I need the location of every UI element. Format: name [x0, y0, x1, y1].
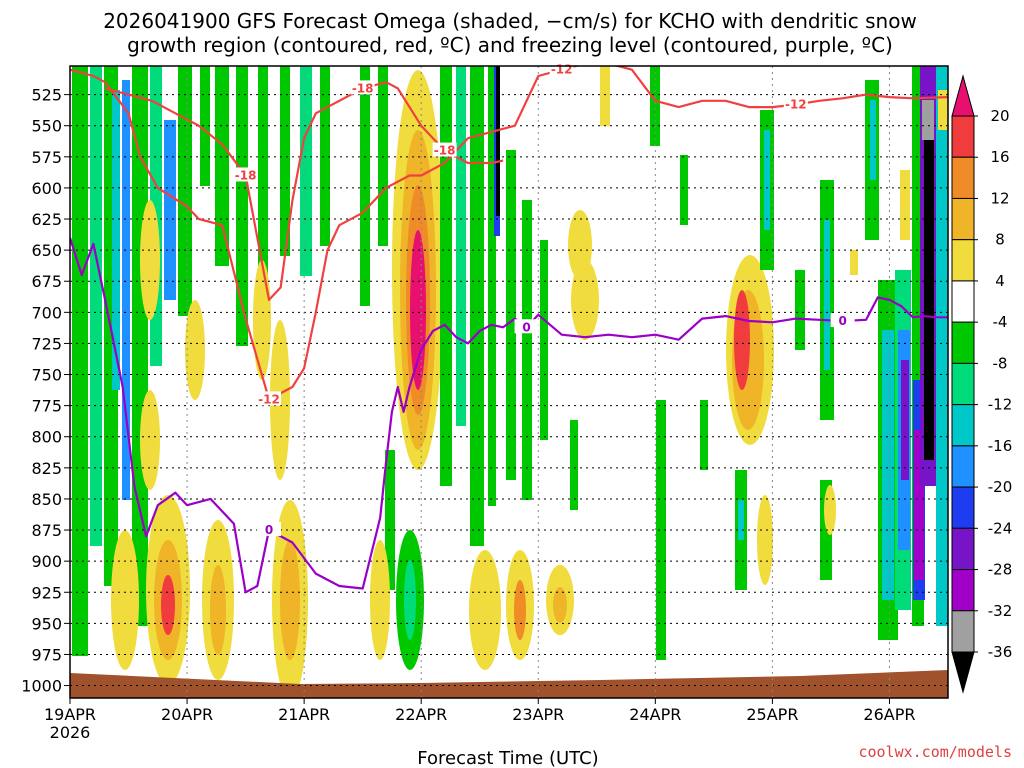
colorbar-segment — [951, 197, 975, 241]
omega-shading — [72, 66, 948, 698]
colorbar-label: -8 — [993, 354, 1008, 372]
y-tick-label: 550 — [31, 117, 62, 136]
y-axis: 525 550 575 600 625 650 675 700 725 750 775 800 825 8… — [21, 86, 70, 696]
colorbar-segment — [951, 569, 975, 612]
contour-label: 0 — [522, 320, 530, 334]
colorbar-segment — [951, 445, 975, 488]
x-tick-label: 26APR — [863, 705, 915, 724]
colorbar-label: 8 — [995, 231, 1005, 249]
colorbar-label: -24 — [988, 519, 1013, 537]
colorbar-label: -28 — [988, 561, 1013, 579]
chart-title-line-2: growth region (contoured, red, ºC) and f… — [127, 33, 893, 57]
contour-label: -18 — [352, 81, 374, 95]
credit-text: coolwx.com/models — [858, 743, 1012, 761]
plot-frame — [69, 65, 949, 699]
y-tick-label: 525 — [31, 86, 62, 105]
x-axis: 2026 19APR 20APR 21APR 22APR 23APR 24APR 25APR… — [44, 698, 916, 742]
contour-line-2 — [104, 81, 504, 301]
x-tick-label: 21APR — [278, 705, 330, 724]
contour-label: -18 — [434, 144, 456, 158]
y-tick-label: 950 — [31, 614, 62, 633]
chart-title-line-1: 2026041900 GFS Forecast Omega (shaded, −… — [103, 9, 917, 33]
grid-lines — [70, 66, 948, 698]
y-tick-label: 700 — [31, 303, 62, 322]
plot-area: 0 0 0 -12 -12 -12 -18 -18 -18 — [69, 61, 949, 699]
contour-label-bg — [233, 167, 258, 182]
colorbar-label: -36 — [988, 643, 1013, 661]
colorbar-label: -12 — [988, 396, 1013, 414]
colorbar-label: 12 — [990, 189, 1009, 207]
y-tick-label: 825 — [31, 459, 62, 478]
contour-label-bg — [514, 319, 539, 334]
y-tick-label: 925 — [31, 583, 62, 602]
contour-label-bg — [549, 61, 574, 76]
colorbar-label: -4 — [993, 313, 1008, 331]
colorbar-label: 16 — [990, 148, 1009, 166]
colorbar-top-arrow — [951, 74, 975, 117]
x-tick-label: 19APR — [44, 705, 96, 724]
colorbar-segment — [951, 486, 975, 529]
colorbar-segment — [951, 362, 975, 406]
contour-line-0 — [70, 237, 948, 594]
y-tick-label: 675 — [31, 272, 62, 291]
y-tick-label: 975 — [31, 645, 62, 664]
contour-label: -12 — [258, 392, 280, 406]
y-tick-label: 750 — [31, 366, 62, 385]
colorbar-segment — [951, 280, 975, 323]
colorbar-segment — [951, 610, 975, 653]
y-tick-label: 625 — [31, 210, 62, 229]
contour-label-bg — [432, 142, 457, 157]
colorbar-segment — [951, 115, 975, 158]
colorbar-label: -20 — [988, 478, 1013, 496]
y-tick-label: 900 — [31, 552, 62, 571]
contour-label-bg — [257, 522, 282, 537]
y-tick-label: 850 — [31, 490, 62, 509]
y-tick-label: 575 — [31, 148, 62, 167]
y-tick-label: 800 — [31, 428, 62, 447]
colorbar-segment — [951, 404, 975, 447]
ground-terrain — [70, 670, 948, 698]
colorbar-segment — [951, 321, 975, 364]
contour-label-bg — [350, 80, 375, 95]
x-tick-label: 25APR — [746, 705, 798, 724]
x-tick-label: 24APR — [629, 705, 681, 724]
contour-label-bg — [783, 96, 808, 111]
x-tick-label: 22APR — [395, 705, 447, 724]
colorbar-label: -16 — [988, 437, 1013, 455]
x-axis-label: Forecast Time (UTC) — [417, 748, 598, 768]
y-tick-label: 725 — [31, 334, 62, 353]
contour-label: 0 — [838, 314, 846, 328]
x-tick-label: 20APR — [161, 705, 213, 724]
colorbar-bottom-arrow — [951, 651, 975, 694]
colorbar-segment — [951, 239, 975, 282]
y-tick-label: 650 — [31, 241, 62, 260]
contour-label: -18 — [235, 168, 257, 182]
contour-label-bg — [830, 313, 855, 328]
y-tick-label: 1000 — [21, 677, 62, 696]
contour-label: 0 — [265, 523, 273, 537]
colorbar-segment — [951, 156, 975, 199]
colorbar: 20 16 12 8 4 -4 -8 -12 -16 -20 -24 -28 -32 -36 — [951, 74, 1013, 694]
contour-label: -12 — [551, 63, 573, 77]
colorbar-label: 20 — [990, 107, 1009, 125]
colorbar-label: -32 — [988, 602, 1013, 620]
y-tick-label: 600 — [31, 179, 62, 198]
x-tick-label: 23APR — [512, 705, 564, 724]
y-tick-label: 875 — [31, 521, 62, 540]
contour-label: -12 — [785, 98, 807, 112]
contour-labels: 0 0 0 -12 -12 -12 -18 -18 -18 — [233, 61, 855, 537]
colorbar-segment — [951, 527, 975, 571]
x-tick-year: 2026 — [50, 723, 91, 742]
y-tick-label: 775 — [31, 397, 62, 416]
contour-label-bg — [257, 391, 282, 406]
colorbar-label: 4 — [995, 272, 1005, 290]
